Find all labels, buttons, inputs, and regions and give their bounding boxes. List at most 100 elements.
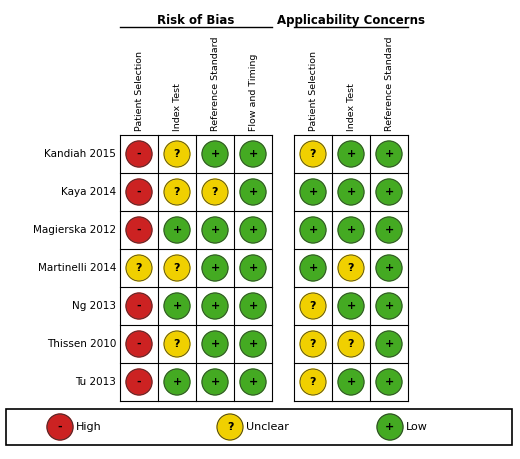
Text: +: + [346, 149, 356, 159]
Text: -: - [137, 339, 141, 349]
Text: ?: ? [348, 339, 354, 349]
Text: Flow and Timing: Flow and Timing [249, 54, 257, 131]
Circle shape [300, 369, 326, 395]
Text: +: + [346, 377, 356, 387]
Circle shape [240, 331, 266, 357]
Text: Kandiah 2015: Kandiah 2015 [44, 149, 116, 159]
Circle shape [376, 331, 402, 357]
Text: +: + [249, 339, 257, 349]
Text: +: + [384, 187, 394, 197]
Text: High: High [76, 422, 102, 432]
Text: Thissen 2010: Thissen 2010 [47, 339, 116, 349]
Circle shape [376, 255, 402, 281]
Text: -: - [58, 422, 62, 432]
Circle shape [202, 179, 228, 205]
Circle shape [338, 141, 364, 167]
Circle shape [202, 293, 228, 319]
Circle shape [377, 414, 403, 440]
Text: Reference Standard: Reference Standard [211, 37, 219, 131]
Text: +: + [172, 225, 181, 235]
Text: ?: ? [227, 422, 233, 432]
Text: ?: ? [310, 377, 316, 387]
Circle shape [240, 179, 266, 205]
Circle shape [126, 293, 152, 319]
Circle shape [240, 255, 266, 281]
Text: -: - [137, 187, 141, 197]
Text: Risk of Bias: Risk of Bias [158, 14, 235, 27]
Circle shape [300, 331, 326, 357]
Text: ?: ? [348, 263, 354, 273]
Text: +: + [211, 225, 219, 235]
Circle shape [126, 369, 152, 395]
Text: ?: ? [174, 149, 180, 159]
Circle shape [376, 179, 402, 205]
Text: ?: ? [310, 149, 316, 159]
Text: Reference Standard: Reference Standard [384, 37, 394, 131]
Circle shape [300, 141, 326, 167]
Text: Patient Selection: Patient Selection [135, 51, 144, 131]
Text: +: + [249, 225, 257, 235]
Text: +: + [308, 187, 318, 197]
Text: ?: ? [310, 339, 316, 349]
Circle shape [126, 179, 152, 205]
Text: Index Test: Index Test [346, 83, 356, 131]
Circle shape [47, 414, 73, 440]
Text: +: + [249, 263, 257, 273]
Text: ?: ? [174, 263, 180, 273]
Text: +: + [211, 339, 219, 349]
Circle shape [217, 414, 243, 440]
Text: Index Test: Index Test [173, 83, 181, 131]
Text: Ng 2013: Ng 2013 [72, 301, 116, 311]
Text: Applicability Concerns: Applicability Concerns [277, 14, 425, 27]
Circle shape [376, 369, 402, 395]
Circle shape [164, 217, 190, 243]
Text: ?: ? [174, 339, 180, 349]
Circle shape [338, 331, 364, 357]
Text: +: + [384, 377, 394, 387]
Circle shape [240, 217, 266, 243]
Circle shape [240, 369, 266, 395]
Circle shape [164, 293, 190, 319]
Text: +: + [346, 301, 356, 311]
Circle shape [300, 293, 326, 319]
Text: Martinelli 2014: Martinelli 2014 [37, 263, 116, 273]
Text: -: - [137, 301, 141, 311]
Text: Magierska 2012: Magierska 2012 [33, 225, 116, 235]
Text: +: + [308, 263, 318, 273]
Text: +: + [172, 377, 181, 387]
Text: +: + [249, 149, 257, 159]
Text: +: + [384, 225, 394, 235]
Text: Tu 2013: Tu 2013 [75, 377, 116, 387]
Text: -: - [137, 149, 141, 159]
Circle shape [202, 255, 228, 281]
Circle shape [338, 179, 364, 205]
Text: +: + [211, 149, 219, 159]
Circle shape [164, 141, 190, 167]
Text: Patient Selection: Patient Selection [308, 51, 318, 131]
Text: ?: ? [174, 187, 180, 197]
Circle shape [338, 369, 364, 395]
Text: +: + [346, 187, 356, 197]
Circle shape [164, 369, 190, 395]
Text: ?: ? [310, 301, 316, 311]
Circle shape [300, 255, 326, 281]
Text: Kaya 2014: Kaya 2014 [61, 187, 116, 197]
Text: Low: Low [406, 422, 428, 432]
Circle shape [126, 255, 152, 281]
Circle shape [376, 217, 402, 243]
Text: +: + [211, 377, 219, 387]
Circle shape [300, 217, 326, 243]
Circle shape [126, 331, 152, 357]
Circle shape [202, 141, 228, 167]
Circle shape [126, 217, 152, 243]
Circle shape [126, 141, 152, 167]
Text: ?: ? [136, 263, 142, 273]
Text: +: + [211, 263, 219, 273]
Text: +: + [346, 225, 356, 235]
Text: +: + [384, 339, 394, 349]
Circle shape [164, 179, 190, 205]
Bar [6, 409, 512, 445]
Circle shape [202, 217, 228, 243]
Circle shape [164, 331, 190, 357]
Text: +: + [249, 301, 257, 311]
